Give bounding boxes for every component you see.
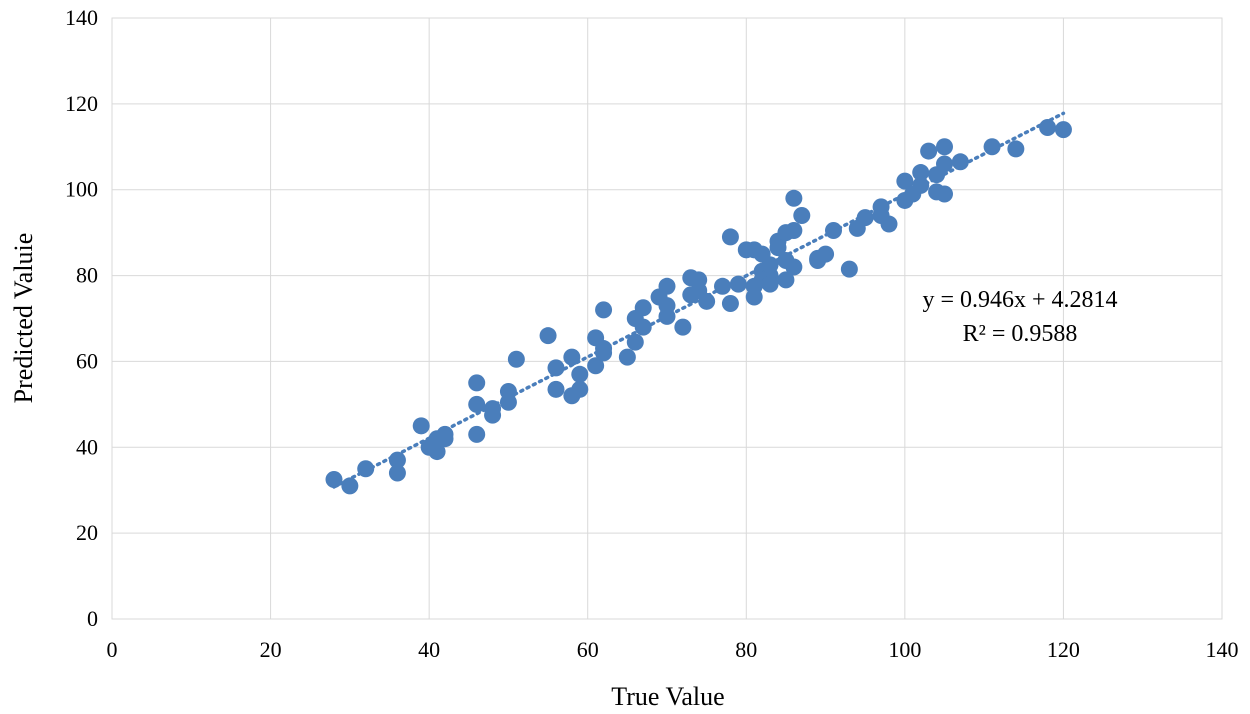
data-point — [539, 327, 557, 345]
data-point — [595, 344, 613, 362]
x-tick-label: 140 — [1206, 637, 1239, 662]
data-point — [468, 374, 486, 392]
y-axis-title: Predicted Valuie — [9, 233, 38, 404]
data-point — [983, 138, 1001, 156]
y-tick-label: 0 — [87, 606, 98, 631]
data-points — [325, 118, 1072, 495]
data-point — [468, 425, 486, 443]
data-point — [618, 348, 636, 366]
trendline-equation: y = 0.946x + 4.2814 — [922, 287, 1117, 313]
data-point — [634, 318, 652, 336]
data-point — [658, 297, 676, 315]
data-point — [436, 430, 454, 448]
data-point — [793, 206, 811, 224]
y-tick-label: 20 — [76, 520, 98, 545]
x-tick-label: 80 — [735, 637, 757, 662]
x-tick-label: 40 — [418, 637, 440, 662]
y-tick-label: 140 — [65, 5, 98, 30]
data-point — [658, 277, 676, 295]
data-point — [840, 260, 858, 278]
data-point — [674, 318, 692, 336]
data-point — [769, 239, 787, 257]
plot-area-border — [111, 17, 1223, 620]
data-point — [468, 395, 486, 413]
x-tick-label: 60 — [577, 637, 599, 662]
y-tick-label: 60 — [76, 348, 98, 373]
data-point — [499, 393, 517, 411]
y-tick-label: 80 — [76, 263, 98, 288]
y-tick-label: 100 — [65, 177, 98, 202]
data-point — [761, 275, 779, 293]
data-point — [325, 470, 343, 488]
data-point — [595, 301, 613, 319]
data-point — [634, 299, 652, 317]
data-point — [896, 172, 914, 190]
data-point — [341, 477, 359, 495]
data-point — [761, 256, 779, 274]
x-tick-label: 100 — [888, 637, 921, 662]
data-point — [729, 275, 747, 293]
data-point — [777, 271, 795, 289]
data-point — [856, 209, 874, 227]
data-point — [428, 443, 446, 461]
data-point — [721, 228, 739, 246]
data-point — [563, 348, 581, 366]
x-tick-label: 120 — [1047, 637, 1080, 662]
data-point — [507, 350, 525, 368]
data-point — [698, 292, 716, 310]
data-point — [388, 451, 406, 469]
data-point — [785, 258, 803, 276]
data-point — [626, 333, 644, 351]
trendline-line — [332, 111, 1066, 489]
data-point — [1007, 140, 1025, 158]
x-tick-label: 20 — [260, 637, 282, 662]
data-point — [484, 406, 502, 424]
trendline-r-squared: R² = 0.9588 — [963, 321, 1078, 347]
data-point — [912, 164, 930, 182]
data-point — [547, 380, 565, 398]
x-axis-title: True Value — [611, 682, 724, 711]
data-point — [880, 215, 898, 233]
data-point — [1054, 121, 1072, 139]
data-point — [714, 277, 731, 295]
data-point — [571, 380, 589, 398]
data-point — [412, 417, 430, 435]
data-point — [920, 142, 938, 160]
trendline — [332, 111, 1066, 489]
gridlines — [111, 17, 1223, 620]
data-point — [785, 189, 803, 207]
data-point — [357, 460, 375, 478]
data-point — [785, 221, 803, 239]
data-point — [587, 357, 605, 375]
y-tick-label: 120 — [65, 91, 98, 116]
data-point — [936, 185, 953, 203]
data-point — [571, 365, 589, 383]
data-point — [547, 359, 565, 377]
data-point — [951, 153, 969, 171]
data-point — [936, 155, 953, 173]
x-tick-label: 0 — [107, 637, 118, 662]
data-point — [817, 245, 835, 263]
data-point — [1039, 118, 1057, 136]
data-point — [721, 294, 739, 312]
data-point — [388, 464, 406, 482]
data-point — [936, 138, 953, 156]
data-point — [912, 176, 930, 194]
tick-labels: 0 20 40 60 80 100 120 140 0 20 40 60 80 100 120 140 — [65, 5, 1239, 662]
data-point — [825, 221, 842, 239]
y-tick-label: 40 — [76, 434, 98, 459]
plot-frame — [111, 17, 1223, 620]
